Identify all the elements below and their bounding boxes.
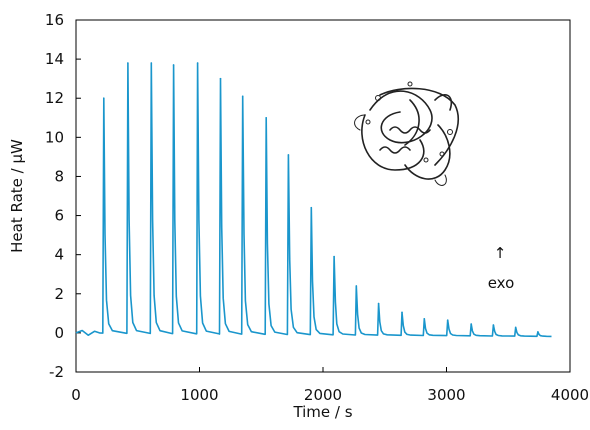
- injection-peak: [310, 206, 313, 209]
- y-tick-label: 2: [54, 285, 64, 303]
- x-tick-label: 0: [71, 386, 81, 404]
- x-tick-label: 2000: [304, 386, 342, 404]
- injection-peak: [287, 154, 290, 156]
- y-tick-label: 8: [54, 167, 64, 185]
- injection-peak: [265, 116, 267, 119]
- y-tick-label: 12: [45, 89, 64, 107]
- injection-peak: [377, 302, 380, 305]
- injection-peak: [492, 324, 495, 326]
- exo-annotation: ↑ exo: [488, 244, 515, 292]
- x-tick-label: 3000: [427, 386, 465, 404]
- heat-rate-line: [75, 62, 552, 338]
- y-tick-label: 6: [54, 207, 64, 225]
- protein-structure-image: [354, 81, 460, 186]
- x-tick-label: 1000: [180, 386, 218, 404]
- x-tick-label: 4000: [551, 386, 589, 404]
- injection-peak: [102, 97, 105, 100]
- injection-peak: [241, 95, 244, 98]
- injection-peak: [196, 62, 199, 64]
- injection-peak: [423, 318, 426, 320]
- x-axis-title: Time / s: [292, 403, 352, 421]
- injection-peak: [150, 62, 153, 64]
- y-tick-label: 4: [54, 246, 64, 264]
- ticks: 0 1000 2000 3000 4000 -2 0 2 4 6 8 10 12 14 16: [45, 11, 589, 404]
- injection-peak: [446, 319, 449, 321]
- y-tick-label: 10: [45, 128, 64, 146]
- injection-peak: [401, 311, 403, 314]
- injection-peak: [127, 62, 129, 64]
- injection-peak: [537, 331, 539, 333]
- exo-label: exo: [488, 274, 515, 292]
- injection-peak: [355, 285, 358, 287]
- y-tick-label: 0: [54, 324, 64, 342]
- y-tick-label: -2: [49, 363, 64, 381]
- series: [75, 62, 552, 338]
- injection-peak: [219, 77, 222, 80]
- y-tick-label: 14: [45, 50, 64, 68]
- injection-peak: [172, 64, 175, 66]
- injection-peak: [333, 255, 335, 258]
- exo-arrow: ↑: [494, 244, 507, 262]
- injection-peak: [514, 326, 517, 329]
- y-tick-label: 16: [45, 11, 64, 29]
- injection-peak: [470, 323, 473, 325]
- y-axis-title: Heat Rate / µW: [8, 139, 26, 253]
